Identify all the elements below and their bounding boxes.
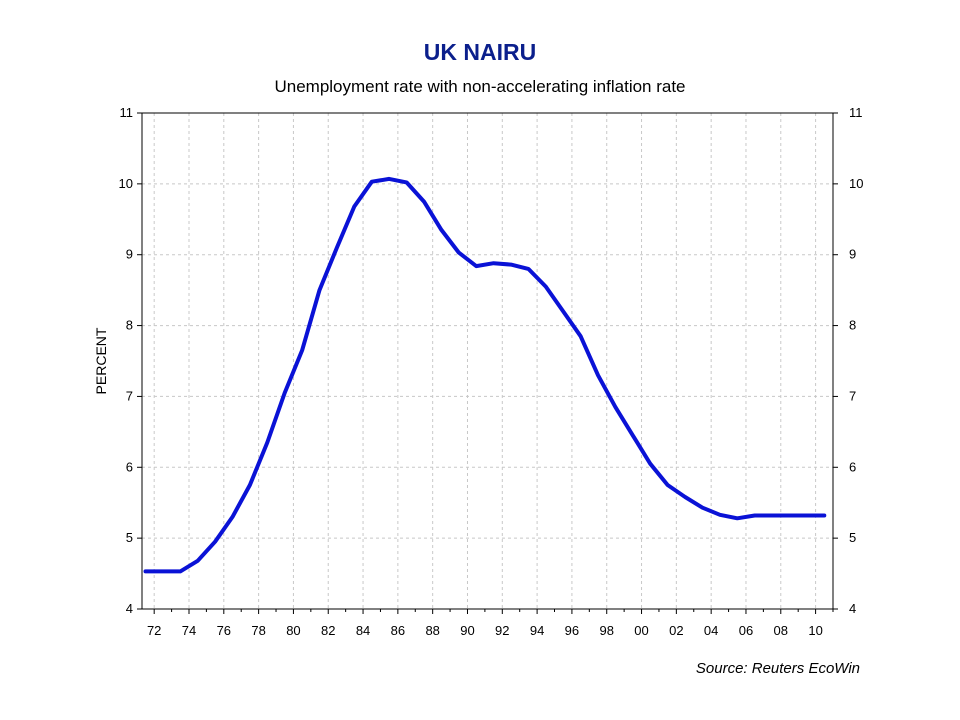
x-axis: 72 74 76 78 80 82 84 86 88 90 92 94 96 98 00 02 04 06 08 10 — [147, 609, 834, 638]
x-tick-label: 04 — [704, 623, 718, 638]
x-tick-label: 90 — [460, 623, 474, 638]
y-tick-label-right: 7 — [849, 388, 856, 403]
y-tick-label: 9 — [126, 247, 133, 262]
x-tick-label: 76 — [217, 623, 231, 638]
x-tick-label: 86 — [391, 623, 405, 638]
y-tick-label-right: 11 — [849, 105, 863, 120]
x-tick-label: 94 — [530, 623, 544, 638]
x-tick-label: 98 — [599, 623, 613, 638]
y-tick-label: 6 — [126, 459, 133, 474]
y-tick-label: 11 — [120, 105, 134, 120]
source-note: Source: Reuters EcoWin — [696, 660, 860, 677]
x-tick-label: 82 — [321, 623, 335, 638]
chart-subtitle: Unemployment rate with non-accelerating … — [274, 77, 685, 96]
y-tick-label: 7 — [126, 388, 133, 403]
x-tick-label: 06 — [739, 623, 753, 638]
y-tick-label: 5 — [126, 530, 133, 545]
y-tick-label-right: 5 — [849, 530, 856, 545]
x-tick-label: 72 — [147, 623, 161, 638]
x-tick-label: 80 — [286, 623, 300, 638]
x-tick-label: 02 — [669, 623, 683, 638]
y-tick-label: 4 — [126, 601, 133, 616]
y-tick-label: 8 — [126, 318, 133, 333]
y-tick-label-right: 6 — [849, 459, 856, 474]
y-tick-label-right: 9 — [849, 247, 856, 262]
x-tick-label: 92 — [495, 623, 509, 638]
plot-frame — [141, 112, 834, 610]
chart-title: UK NAIRU — [424, 39, 536, 65]
nairu-series-line — [143, 176, 827, 574]
x-tick-label: 10 — [808, 623, 822, 638]
x-tick-label: 00 — [634, 623, 648, 638]
y-tick-label-right: 10 — [849, 176, 863, 191]
x-tick-label: 84 — [356, 623, 370, 638]
y-tick-label: 10 — [119, 176, 133, 191]
y-tick-label-right: 4 — [849, 601, 856, 616]
left-y-axis: 4 5 6 7 8 9 10 11 — [119, 105, 142, 616]
x-tick-label: 96 — [565, 623, 579, 638]
grid-lines — [142, 113, 833, 609]
y-tick-label-right: 8 — [849, 318, 856, 333]
x-tick-label: 74 — [182, 623, 196, 638]
x-tick-label: 78 — [251, 623, 265, 638]
right-y-axis: 4 5 6 7 8 9 10 11 — [833, 105, 863, 616]
x-tick-label: 88 — [425, 623, 439, 638]
x-tick-label: 08 — [774, 623, 788, 638]
y-axis-label: PERCENT — [93, 327, 109, 394]
